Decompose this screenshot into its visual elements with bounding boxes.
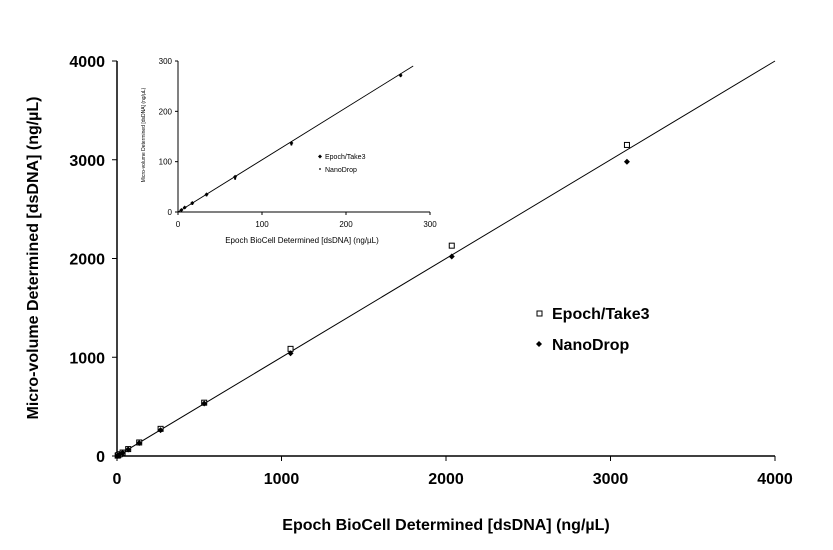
main-x-ticks: 0 1000 2000 3000 4000: [113, 456, 793, 488]
inset-points: [179, 73, 403, 212]
main-y-tick-label: 1000: [69, 350, 105, 367]
main-point-nanodrop: [448, 253, 455, 260]
inset-point-nanodrop: [290, 143, 293, 146]
main-point-nanodrop: [201, 400, 208, 407]
main-regression-line: [116, 60, 776, 457]
main-legend: Epoch/Take3 NanoDrop: [536, 306, 650, 354]
inset-point-epoch-take3: [289, 141, 294, 146]
main-point-epoch-take3: [448, 242, 455, 249]
inset-plot: 0 100 200 300 0 100 200 300 Epoch BioCell Dete…: [141, 57, 437, 245]
main-x-tick-label: 4000: [757, 471, 793, 488]
main-legend-label-epoch: Epoch/Take3: [552, 306, 650, 323]
main-point-nanodrop: [157, 427, 164, 434]
inset-regression-line: [177, 65, 414, 213]
inset-x-axis-label: Epoch BioCell Determined [dsDNA] (ng/µL): [225, 236, 379, 245]
inset-y-tick-label: 0: [168, 208, 173, 217]
main-point-nanodrop: [119, 449, 126, 456]
inset-legend-marker-nanodrop: [319, 168, 321, 170]
inset-x-tick-label: 0: [176, 220, 181, 229]
main-y-axis-label: Micro-volume Determined [dsDNA] (ng/µL): [25, 96, 42, 419]
main-fit-line: [116, 60, 776, 457]
inset-y-tick-label: 200: [159, 107, 173, 116]
main-point-epoch-take3: [623, 141, 630, 148]
main-point-nanodrop: [125, 446, 132, 453]
inset-fit-line: [177, 65, 414, 213]
main-x-tick-label: 3000: [593, 471, 629, 488]
inset-point-nanodrop: [234, 177, 237, 180]
inset-point-nanodrop: [183, 206, 186, 210]
main-y-tick-label: 4000: [69, 54, 105, 71]
main-x-tick-label: 2000: [428, 471, 464, 488]
main-y-tick-label: 0: [96, 449, 105, 466]
main-legend-marker-epoch: [536, 310, 543, 317]
inset-legend-label-nanodrop: NanoDrop: [325, 167, 357, 174]
main-x-tick-label: 1000: [264, 471, 300, 488]
inset-x-tick-label: 200: [339, 220, 353, 229]
inset-point-nanodrop: [191, 202, 194, 206]
inset-point-nanodrop: [399, 75, 402, 78]
main-legend-marker-nanodrop: [536, 341, 542, 347]
main-y-tick-label: 3000: [69, 153, 105, 170]
inset-x-tick-label: 300: [423, 220, 437, 229]
main-point-nanodrop: [623, 158, 630, 165]
main-y-ticks: 0 1000 2000 3000 4000: [69, 54, 117, 466]
inset-legend: Epoch/Take3 NanoDrop: [318, 154, 366, 174]
inset-x-ticks: 0 100 200 300: [176, 212, 437, 229]
main-point-nanodrop: [136, 439, 143, 446]
inset-y-ticks: 0 100 200 300: [159, 57, 178, 217]
inset-y-tick-label: 100: [159, 158, 173, 167]
inset-legend-label-epoch: Epoch/Take3: [325, 154, 366, 161]
inset-point-nanodrop: [205, 194, 208, 197]
inset-y-axis-label: Micro-volume Determined [dsDNA] (ng/µL): [141, 87, 147, 182]
inset-legend-marker-epoch: [318, 154, 322, 159]
main-y-tick-label: 2000: [69, 252, 105, 269]
main-point-nanodrop: [287, 350, 294, 357]
inset-point-epoch-take3: [233, 174, 238, 179]
main-legend-label-nanodrop: NanoDrop: [552, 337, 630, 354]
inset-x-tick-label: 100: [255, 220, 269, 229]
inset-y-tick-label: 300: [159, 57, 173, 66]
main-x-axis-label: Epoch BioCell Determined [dsDNA] (ng/µL): [282, 517, 609, 534]
main-points: [114, 141, 630, 459]
inset-point-nanodrop: [180, 209, 183, 212]
main-x-tick-label: 0: [113, 471, 122, 488]
